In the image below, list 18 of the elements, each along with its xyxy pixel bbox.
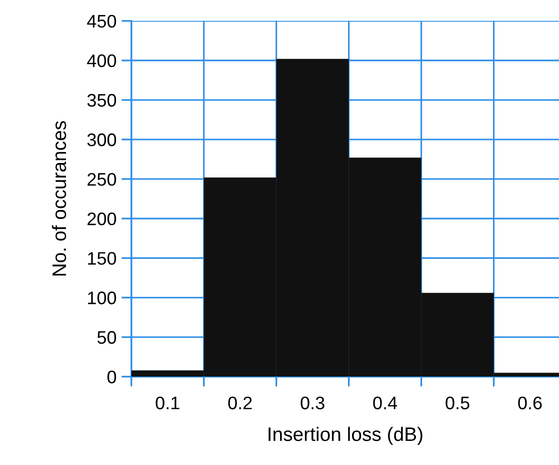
- y-tick-label: 100: [88, 292, 116, 304]
- x-tick-label: 0.1: [156, 396, 180, 410]
- x-tick-label: 0.5: [446, 396, 470, 410]
- y-tick-label: 300: [87, 133, 116, 146]
- x-tick-label: 0.4: [373, 396, 398, 410]
- y-tick-label: 200: [88, 212, 116, 226]
- x-axis-title: Insertion loss (dB): [268, 426, 422, 445]
- y-tick-label: 450: [87, 14, 116, 28]
- y-tick-label: 0: [107, 370, 116, 384]
- x-tick-label: 0.3: [300, 396, 324, 410]
- x-tick-label: 0.6: [518, 396, 542, 410]
- y-axis-title: No. of occurances: [52, 121, 66, 276]
- y-tick-label: 350: [87, 94, 116, 107]
- x-tick-label: 0.2: [228, 396, 252, 410]
- y-tick-label: 150: [88, 252, 116, 265]
- y-tick-label: 50: [97, 331, 116, 344]
- y-tick-label: 250: [88, 172, 116, 186]
- y-tick-label: 400: [87, 54, 116, 68]
